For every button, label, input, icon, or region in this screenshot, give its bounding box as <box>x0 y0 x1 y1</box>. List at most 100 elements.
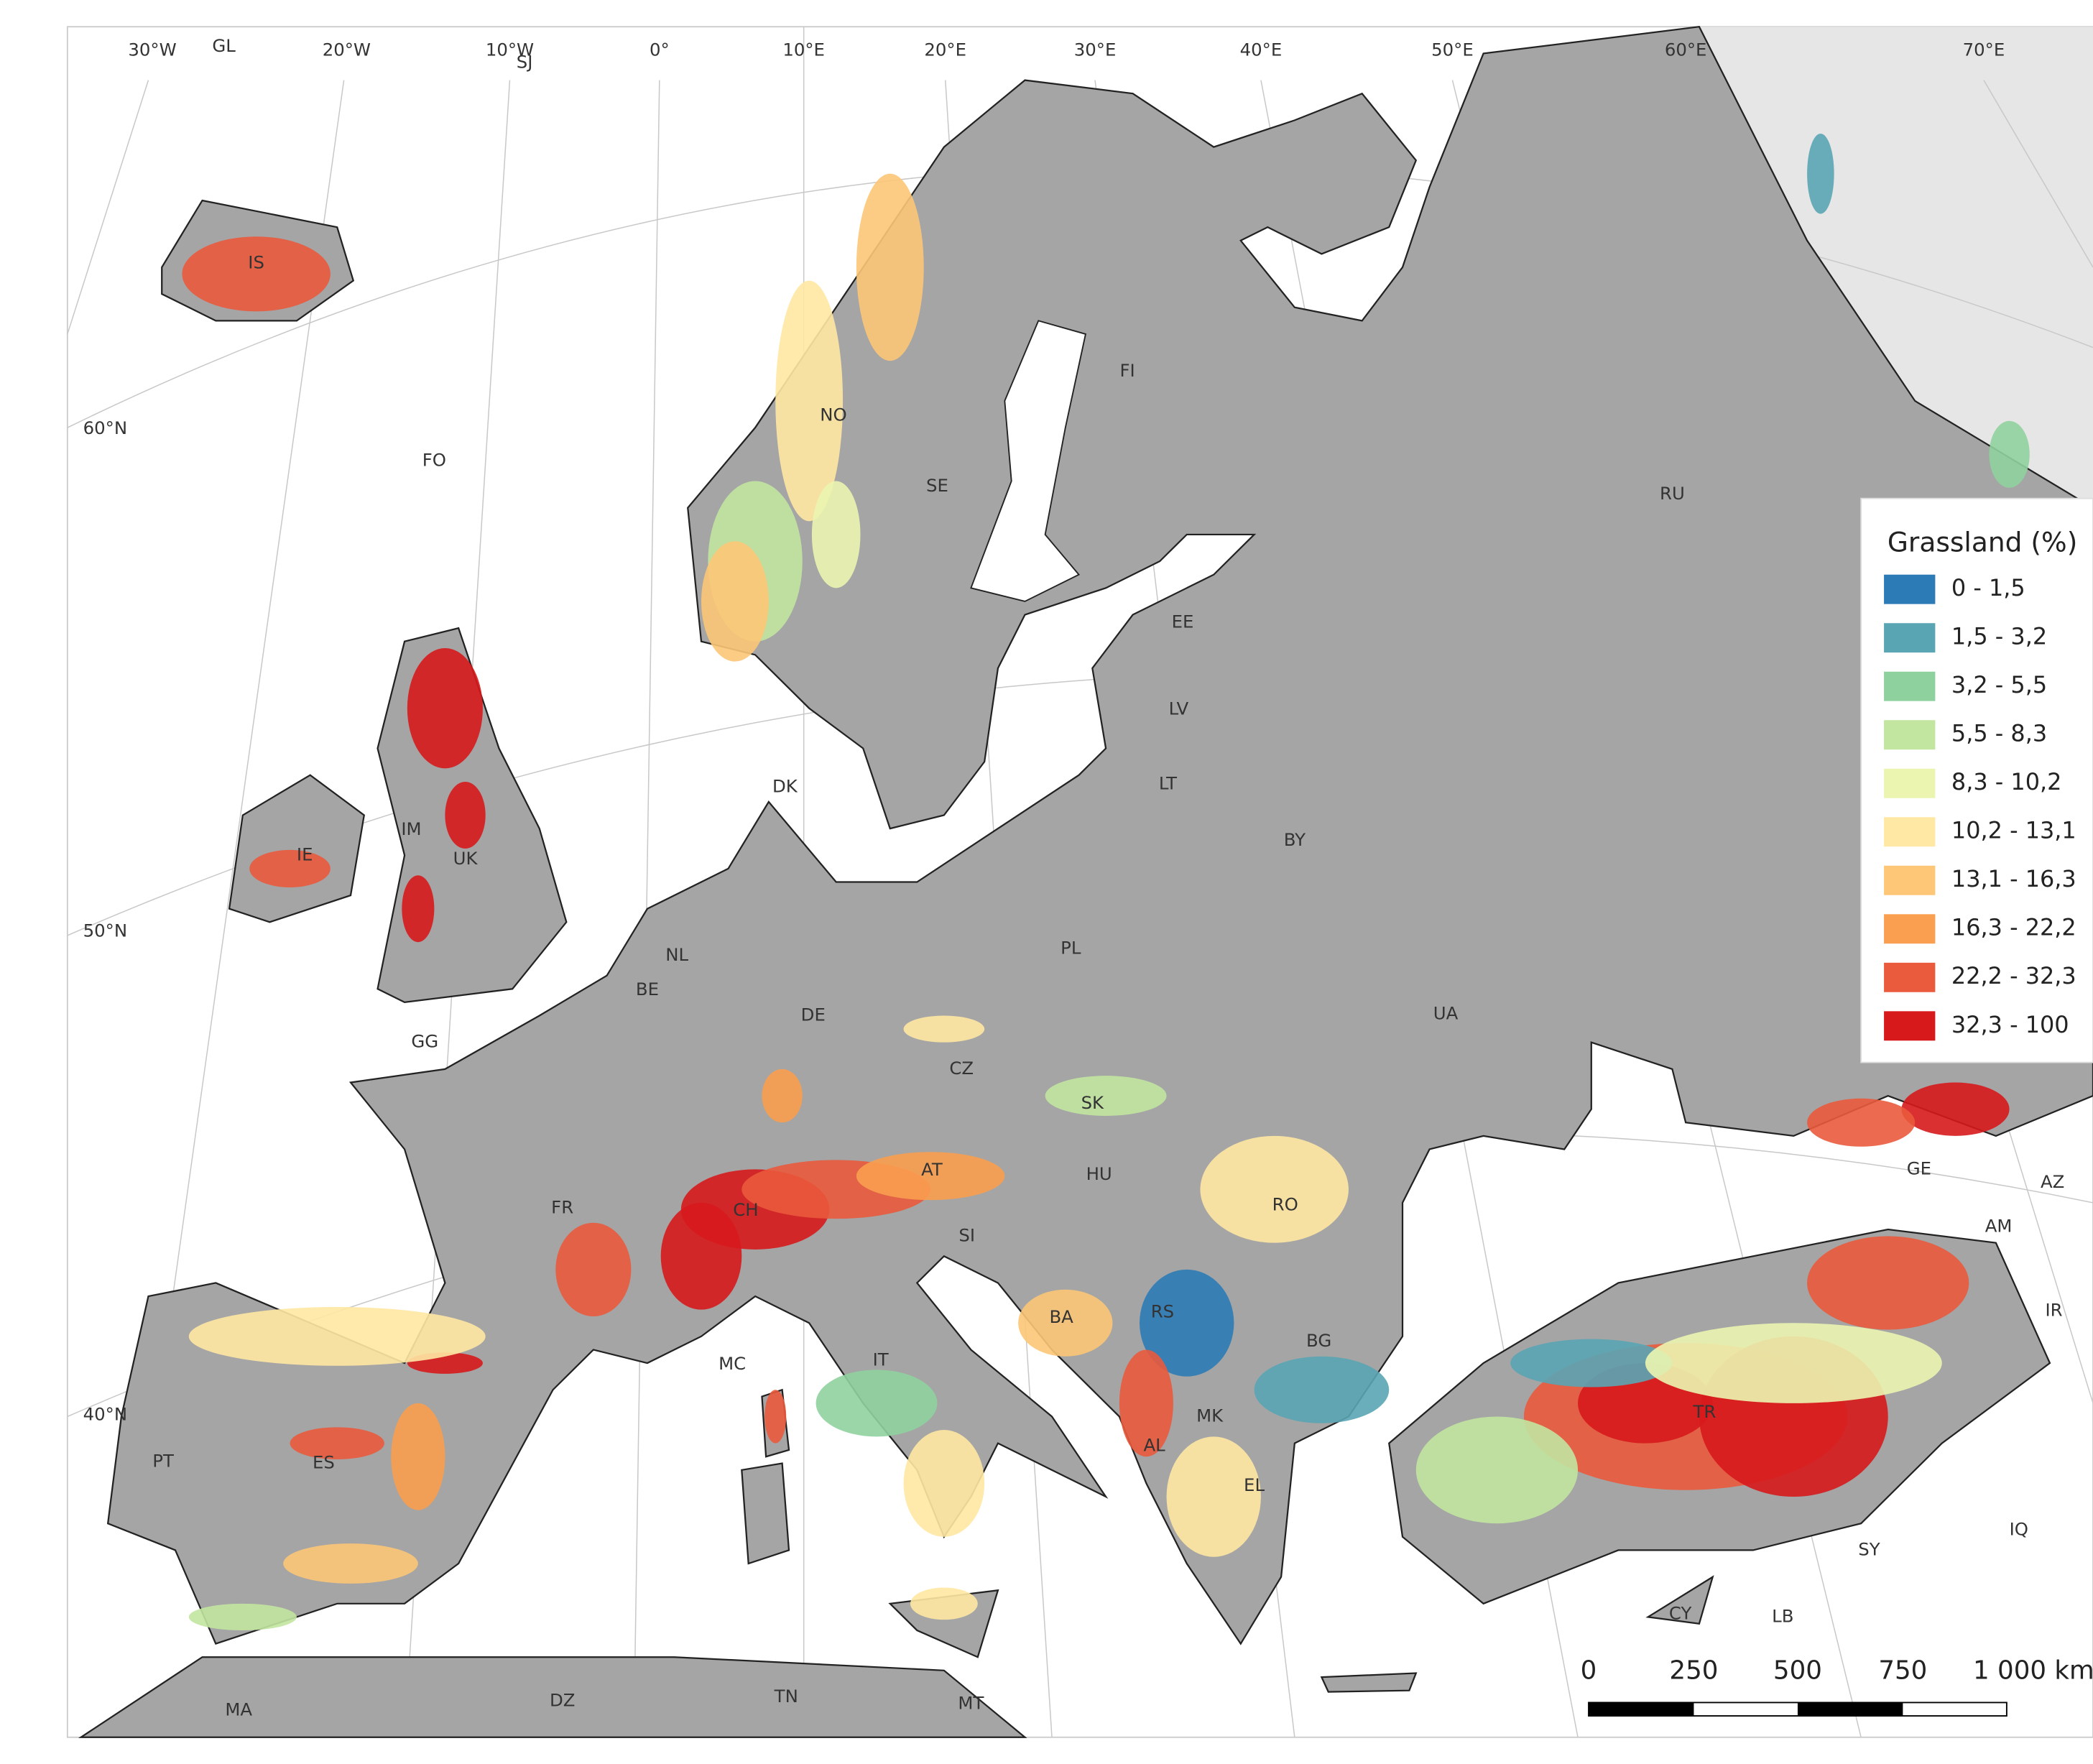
latitude-label: 40°N <box>83 1404 127 1425</box>
grassland-patch <box>283 1543 418 1584</box>
scale-bar: 0 250 500 750 1 000 km <box>1581 1656 2093 1717</box>
grassland-patch <box>660 1202 742 1310</box>
grassland-patch <box>1045 1076 1167 1116</box>
country-label: LB <box>1772 1605 1793 1626</box>
country-label: FR <box>551 1196 573 1217</box>
grassland-patch <box>1807 1236 1969 1330</box>
country-label: TN <box>774 1686 798 1707</box>
country-label: RS <box>1151 1301 1174 1321</box>
grassland-patch <box>856 1152 1005 1201</box>
legend-swatch <box>1884 623 1936 653</box>
country-label: BY <box>1284 829 1306 850</box>
legend-swatch <box>1884 865 1936 895</box>
country-label: SY <box>1858 1538 1880 1559</box>
country-label: EL <box>1244 1474 1265 1495</box>
grassland-patch <box>188 1603 297 1631</box>
scale-label: 500 <box>1773 1656 1822 1686</box>
scale-label: 750 <box>1878 1656 1927 1686</box>
grassland-patches <box>182 133 2030 1631</box>
country-label: TR <box>1693 1401 1717 1422</box>
longitude-label: 30°E <box>1074 40 1117 60</box>
grassland-patch <box>1254 1356 1390 1423</box>
grassland-patch <box>402 875 435 943</box>
country-label: IM <box>401 818 421 839</box>
longitude-label: 0° <box>650 40 670 60</box>
legend-label: 8,3 - 10,2 <box>1951 770 2062 795</box>
latitude-label: 60°N <box>83 417 127 438</box>
country-label: CH <box>733 1199 758 1220</box>
country-label: AZ <box>2041 1171 2064 1192</box>
legend-swatch <box>1884 671 1936 701</box>
country-label: BG <box>1306 1330 1331 1351</box>
grassland-patch <box>903 1430 985 1537</box>
grassland-patch <box>1989 420 2030 488</box>
grassland-patch <box>1119 1349 1173 1457</box>
grassland-patch <box>1645 1323 1942 1403</box>
grassland-patch <box>249 849 331 887</box>
outside-area <box>1699 27 2093 508</box>
grassland-patch <box>1166 1436 1261 1557</box>
legend-label: 0 - 1,5 <box>1951 576 2025 601</box>
legend-swatch <box>1884 720 1936 750</box>
longitude-label: 20°W <box>323 40 371 60</box>
grassland-patch <box>903 1015 985 1043</box>
grassland-patch <box>762 1068 803 1123</box>
country-label: IQ <box>2010 1519 2028 1540</box>
grassland-patch <box>816 1370 938 1437</box>
grassland-patch <box>182 236 331 312</box>
country-label: CZ <box>949 1058 974 1079</box>
country-label: NL <box>665 944 688 965</box>
grassland-patch <box>391 1403 445 1510</box>
grassland-patch <box>1200 1135 1349 1243</box>
grassland-patch <box>555 1222 632 1316</box>
longitude-label: 60°E <box>1665 40 1707 60</box>
country-label: FO <box>422 450 446 471</box>
country-label: HU <box>1086 1163 1112 1184</box>
longitude-label: 70°E <box>1963 40 2005 60</box>
grassland-patch <box>775 280 844 522</box>
country-label: DK <box>772 776 798 797</box>
longitude-label: 20°E <box>924 40 966 60</box>
country-label: AL <box>1144 1434 1166 1455</box>
grassland-patch <box>188 1306 486 1366</box>
grassland-patch <box>1901 1082 2010 1136</box>
grassland-patch <box>1018 1289 1113 1357</box>
country-label: RO <box>1272 1194 1298 1215</box>
country-label: GE <box>1907 1158 1931 1178</box>
legend-title: Grassland (%) <box>1888 527 2078 558</box>
country-label: AT <box>921 1159 943 1180</box>
longitude-label: 50°E <box>1431 40 1474 60</box>
country-label: RU <box>1660 483 1685 504</box>
grassland-patch <box>290 1427 384 1459</box>
legend-label: 16,3 - 22,2 <box>1951 915 2076 941</box>
legend-swatch <box>1884 574 1936 604</box>
scale-label: 250 <box>1669 1656 1718 1686</box>
scale-label: 0 <box>1581 1656 1597 1686</box>
country-label: MT <box>958 1692 984 1713</box>
grassland-patch <box>910 1587 978 1620</box>
legend-label: 10,2 - 13,1 <box>1951 818 2076 844</box>
longitude-label: 10°E <box>782 40 825 60</box>
legend-swatch <box>1884 1011 1936 1041</box>
legend-label: 1,5 - 3,2 <box>1951 624 2047 650</box>
country-label: SK <box>1081 1092 1105 1113</box>
country-label: MC <box>719 1353 746 1374</box>
country-label: DE <box>801 1005 826 1025</box>
grassland-patch <box>1415 1416 1579 1524</box>
country-label: UK <box>453 848 479 869</box>
longitude-label: 30°W <box>128 40 176 60</box>
cyprus <box>1645 1575 1714 1625</box>
grassland-patch <box>1510 1339 1673 1387</box>
grassland-patch <box>1140 1269 1234 1377</box>
north-africa <box>78 1656 1027 1738</box>
legend-label: 22,2 - 32,3 <box>1951 964 2076 989</box>
gulf-of-bothnia <box>970 320 1087 602</box>
country-label: IE <box>297 844 313 864</box>
country-label: MA <box>225 1699 252 1720</box>
country-label: CY <box>1669 1603 1692 1624</box>
country-label: SE <box>926 475 948 496</box>
grassland-patch <box>811 481 861 588</box>
grassland-patch <box>445 782 486 849</box>
country-label: UA <box>1433 1003 1459 1024</box>
grassland-patch <box>856 173 924 361</box>
